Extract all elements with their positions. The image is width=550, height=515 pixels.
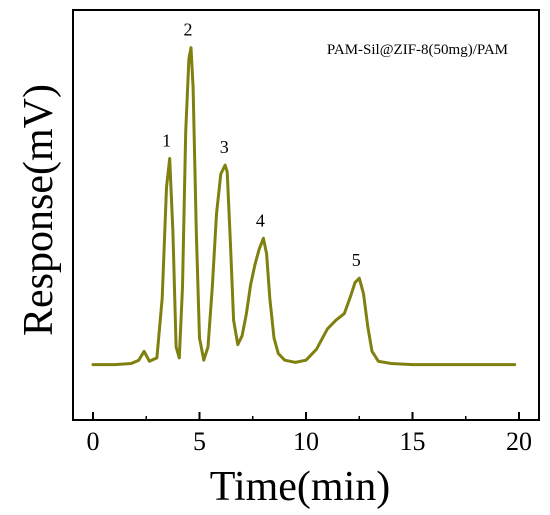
- x-axis-ticks: [92, 412, 520, 420]
- peak-label-5: 5: [352, 250, 361, 270]
- peak-label-3: 3: [220, 137, 229, 157]
- x-tick-label: 5: [193, 427, 206, 456]
- x-axis-title: Time(min): [210, 464, 390, 510]
- x-tick-label: 15: [400, 427, 426, 456]
- peak-label-1: 1: [162, 130, 171, 150]
- peak-label-4: 4: [256, 210, 265, 230]
- x-tick-label: 0: [87, 427, 100, 456]
- x-tick-label: 10: [293, 427, 319, 456]
- x-axis-tick-labels: 0 5 10 15 20: [87, 427, 533, 456]
- x-tick-label: 20: [506, 427, 532, 456]
- legend-text: PAM-Sil@ZIF-8(50mg)/PAM: [327, 42, 508, 58]
- peak-labels: 1 2 3 4 5: [162, 20, 361, 270]
- chromatogram-line: [91, 46, 517, 367]
- y-axis-title: Response(mV): [16, 84, 62, 336]
- peak-label-2: 2: [183, 20, 192, 40]
